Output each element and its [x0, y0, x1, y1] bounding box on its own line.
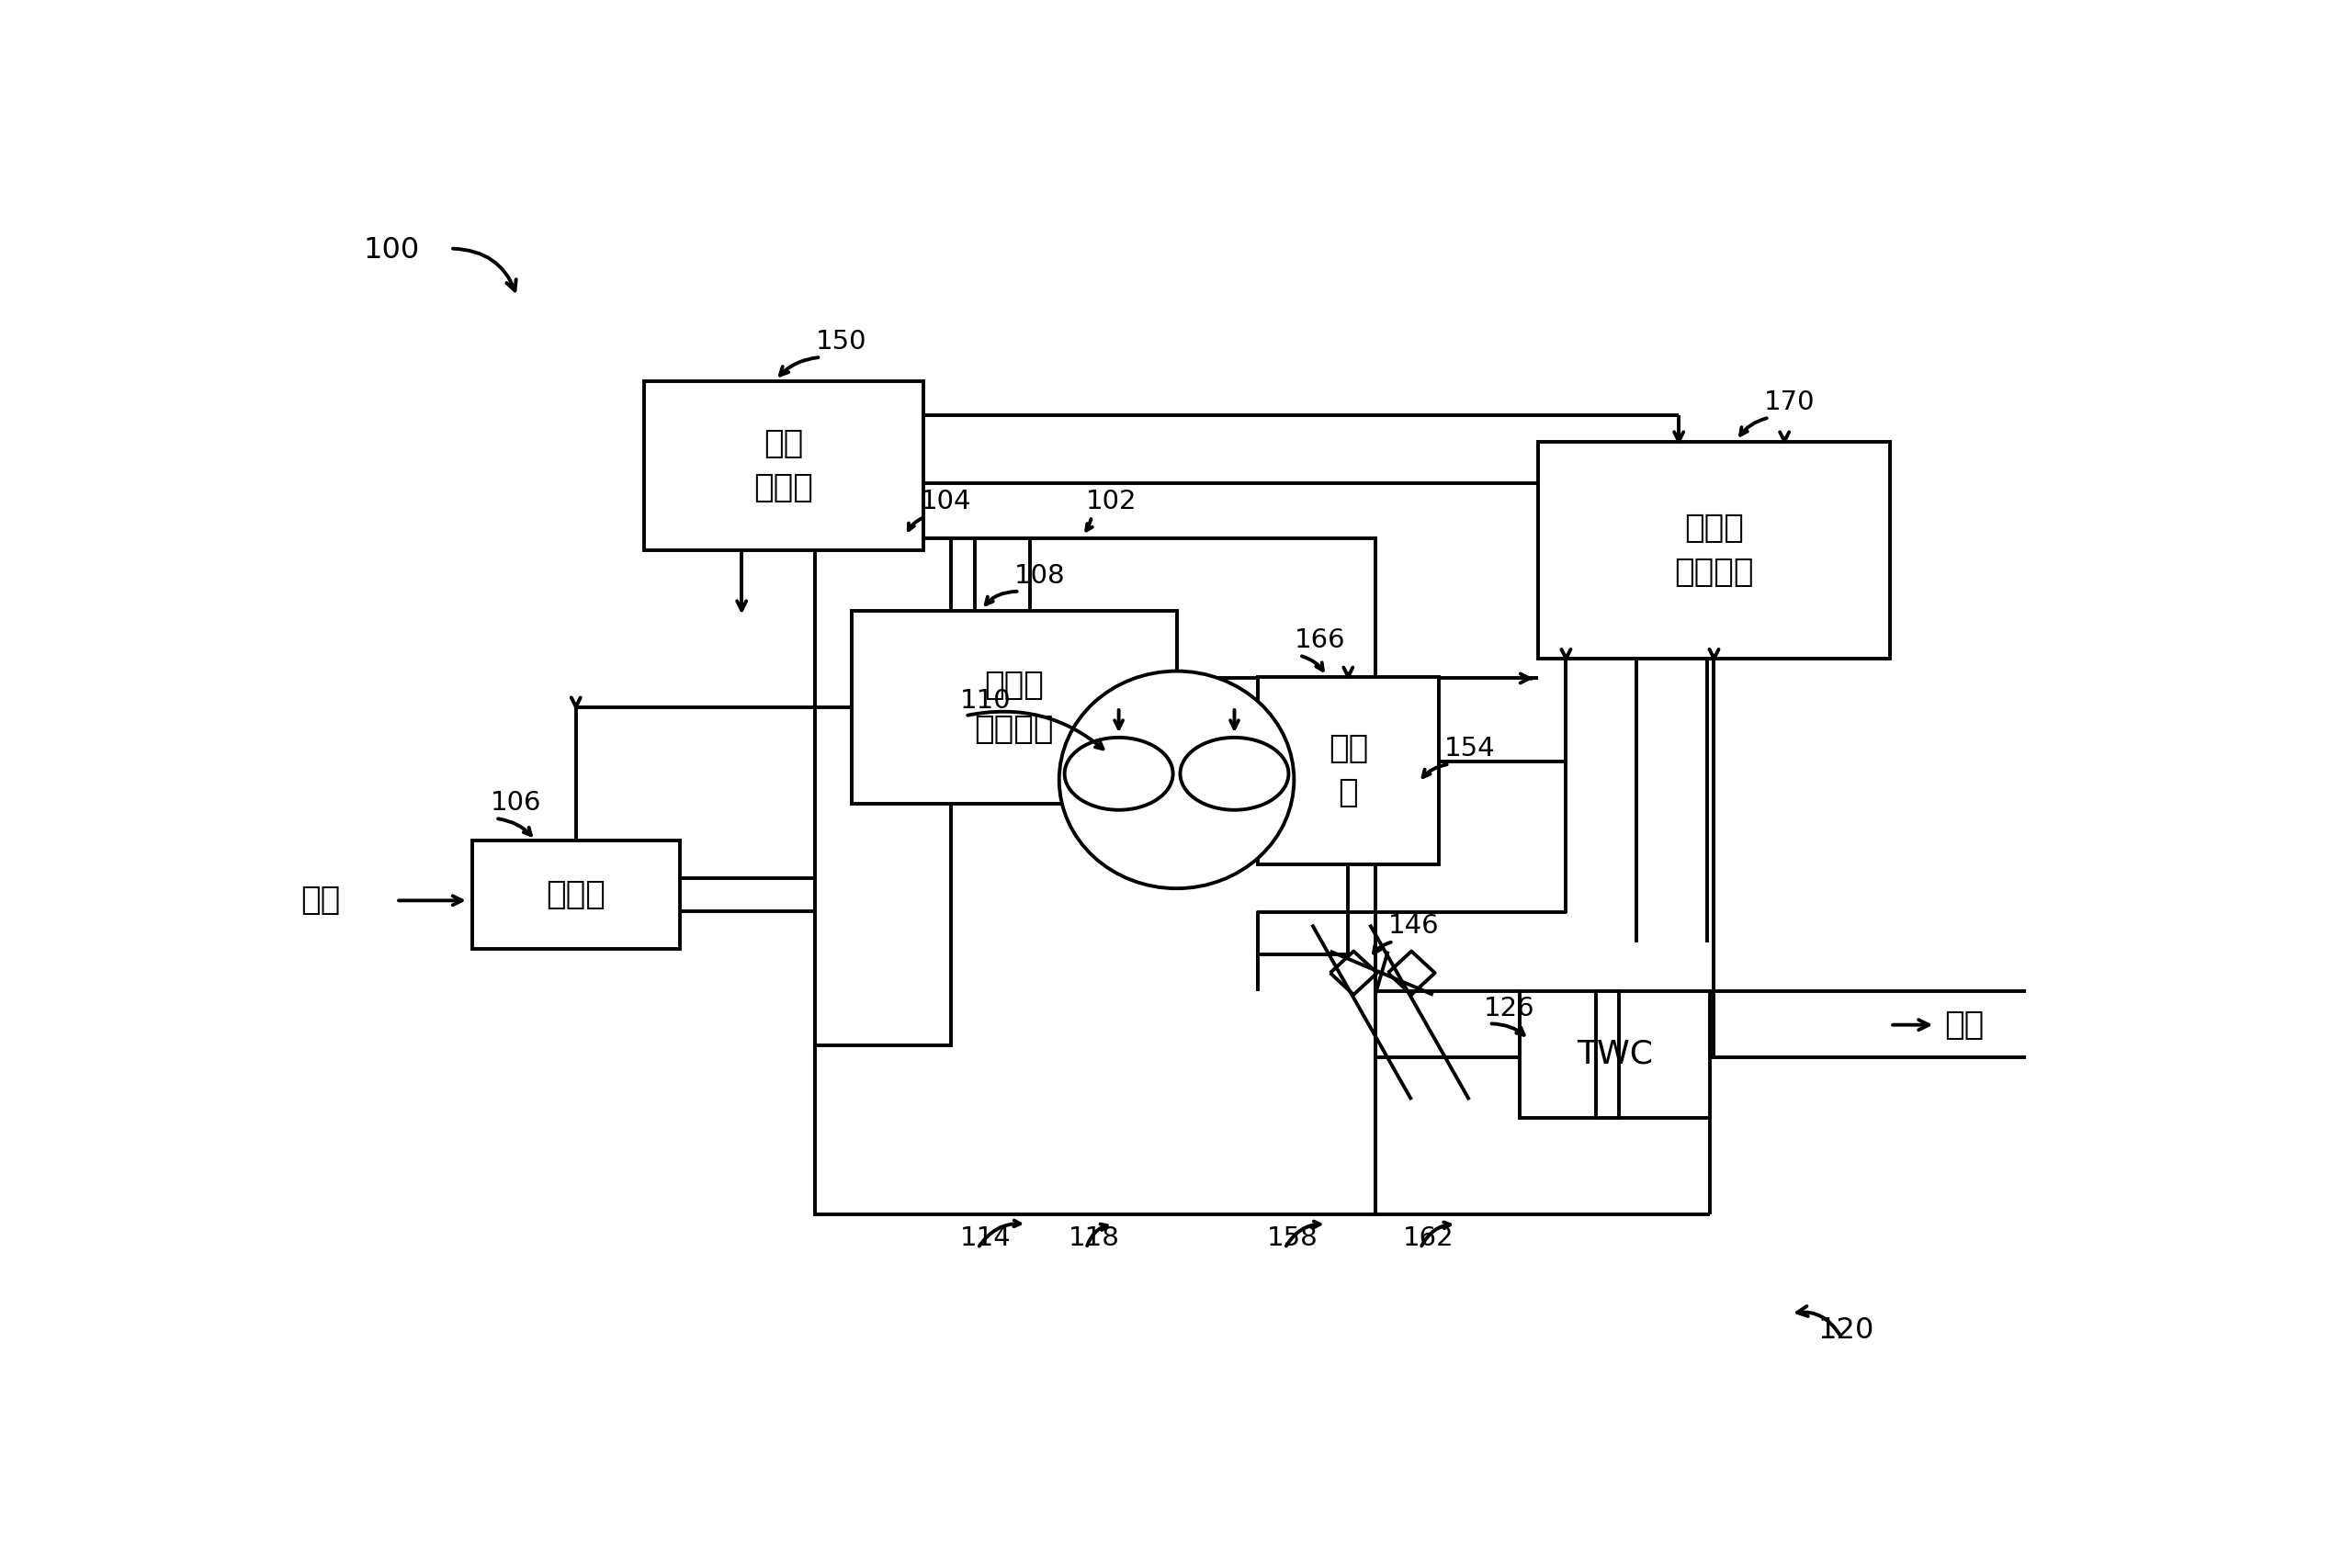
Bar	[816, 538, 951, 1046]
Text: 154: 154	[1443, 735, 1494, 762]
Bar	[471, 840, 681, 949]
Text: 节气门: 节气门	[545, 878, 606, 909]
Bar	[1597, 991, 1620, 1118]
FancyArrowPatch shape	[1287, 1221, 1319, 1247]
Text: TWC: TWC	[1576, 1040, 1653, 1069]
FancyArrowPatch shape	[967, 712, 1103, 750]
Bar	[643, 381, 923, 550]
FancyArrowPatch shape	[499, 818, 531, 836]
Text: 100: 100	[364, 237, 420, 265]
FancyArrowPatch shape	[1422, 765, 1448, 778]
Bar	[1538, 442, 1890, 659]
Bar	[1259, 677, 1438, 864]
Circle shape	[1179, 737, 1289, 811]
Text: 发动机
控制模块: 发动机 控制模块	[974, 670, 1054, 745]
FancyArrowPatch shape	[1422, 1221, 1450, 1247]
Bar	[816, 538, 1375, 1214]
Text: 146: 146	[1387, 914, 1438, 939]
Text: 110: 110	[960, 688, 1012, 713]
Text: 120: 120	[1818, 1316, 1874, 1345]
FancyArrowPatch shape	[986, 591, 1016, 605]
FancyArrowPatch shape	[452, 249, 515, 290]
Text: 126: 126	[1485, 996, 1534, 1021]
Text: 108: 108	[1014, 563, 1065, 590]
Text: 158: 158	[1268, 1225, 1317, 1251]
Text: 104: 104	[921, 488, 972, 514]
FancyArrowPatch shape	[781, 358, 818, 375]
FancyArrowPatch shape	[1797, 1306, 1839, 1336]
Text: 102: 102	[1086, 488, 1138, 514]
Text: 170: 170	[1765, 389, 1816, 416]
FancyArrowPatch shape	[1086, 1225, 1107, 1247]
FancyArrowPatch shape	[1492, 1024, 1524, 1035]
FancyArrowPatch shape	[909, 517, 923, 530]
FancyArrowPatch shape	[1301, 655, 1324, 671]
Ellipse shape	[1058, 671, 1294, 889]
Text: 118: 118	[1068, 1225, 1119, 1251]
Text: 162: 162	[1403, 1225, 1455, 1251]
Text: 114: 114	[960, 1225, 1012, 1251]
Text: 空气
泵: 空气 泵	[1329, 734, 1368, 808]
Circle shape	[1065, 737, 1172, 811]
FancyArrowPatch shape	[1086, 519, 1093, 530]
Bar	[851, 610, 1177, 804]
FancyArrowPatch shape	[1373, 942, 1392, 953]
FancyArrowPatch shape	[1741, 419, 1767, 436]
Text: 其他
传感器: 其他 传感器	[753, 428, 814, 503]
Text: 166: 166	[1294, 627, 1345, 652]
Text: 150: 150	[816, 329, 867, 354]
Text: 空气: 空气	[301, 884, 340, 916]
Text: 106: 106	[490, 790, 541, 815]
FancyArrowPatch shape	[979, 1220, 1021, 1247]
Bar	[1520, 991, 1709, 1118]
Text: 排气: 排气	[1944, 1010, 1984, 1041]
Text: 燃烧器
控制模块: 燃烧器 控制模块	[1674, 513, 1753, 588]
